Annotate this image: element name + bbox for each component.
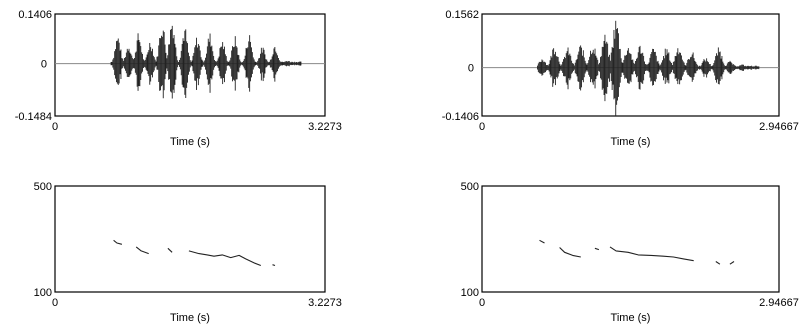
pitch-right-contour-4 — [715, 261, 721, 265]
waveform-right-signal — [536, 20, 760, 116]
pitch-left-xlabel: Time (s) — [170, 312, 210, 324]
pitch-right-ytick-min: 100 — [461, 287, 479, 299]
pitch-right-xtick-max: 2.94667 — [759, 297, 799, 309]
waveform-left-ytick-max: 0.1406 — [18, 9, 52, 21]
pitch-right-xlabel: Time (s) — [611, 312, 651, 324]
waveform-right-xlabel: Time (s) — [611, 136, 651, 148]
waveform-right-xtick-min: 0 — [479, 121, 485, 133]
pitch-right-contour-2 — [594, 247, 600, 251]
waveform-right-xtick-max: 2.94667 — [759, 121, 799, 133]
pitch-left-xtick-min: 0 — [52, 297, 58, 309]
waveform-left-ytick-zero: 0 — [41, 59, 47, 71]
waveform-right-ytick-min: -0.1406 — [442, 111, 479, 123]
waveform-left-ytick-min: -0.1484 — [15, 111, 52, 123]
pitch-right-xtick-min: 0 — [479, 297, 485, 309]
pitch-left-contour-1 — [135, 246, 149, 255]
pitch-left-ytick-min: 100 — [34, 287, 52, 299]
waveform-right-ytick-max: 0.1562 — [445, 9, 479, 21]
pitch-left-contour-4 — [272, 264, 276, 267]
waveform-left-plot-frame — [54, 13, 326, 117]
pitch-left-plot-frame — [54, 185, 326, 293]
waveform-left-xlabel: Time (s) — [170, 136, 210, 148]
pitch-left-contour-2 — [167, 247, 173, 253]
pitch-right-contour-3 — [609, 246, 694, 262]
waveform-left-xtick-max: 3.2273 — [308, 121, 342, 133]
waveform-right-ytick-zero: 0 — [468, 63, 474, 75]
waveform-right-plot-frame — [481, 13, 780, 117]
pitch-right-plot-frame — [481, 185, 780, 293]
pitch-left-ytick-max: 500 — [34, 181, 52, 193]
pitch-right-contour-1 — [559, 247, 581, 258]
pitch-right-ytick-max: 500 — [461, 181, 479, 193]
waveform-left-xtick-min: 0 — [52, 121, 58, 133]
waveform-left-signal — [110, 25, 302, 99]
pitch-right-contour-0 — [539, 239, 545, 244]
pitch-left-xtick-max: 3.2273 — [308, 297, 342, 309]
pitch-left-contour-3 — [188, 250, 261, 267]
pitch-left-contour-0 — [113, 239, 123, 245]
pitch-right-contour-5 — [729, 261, 735, 265]
